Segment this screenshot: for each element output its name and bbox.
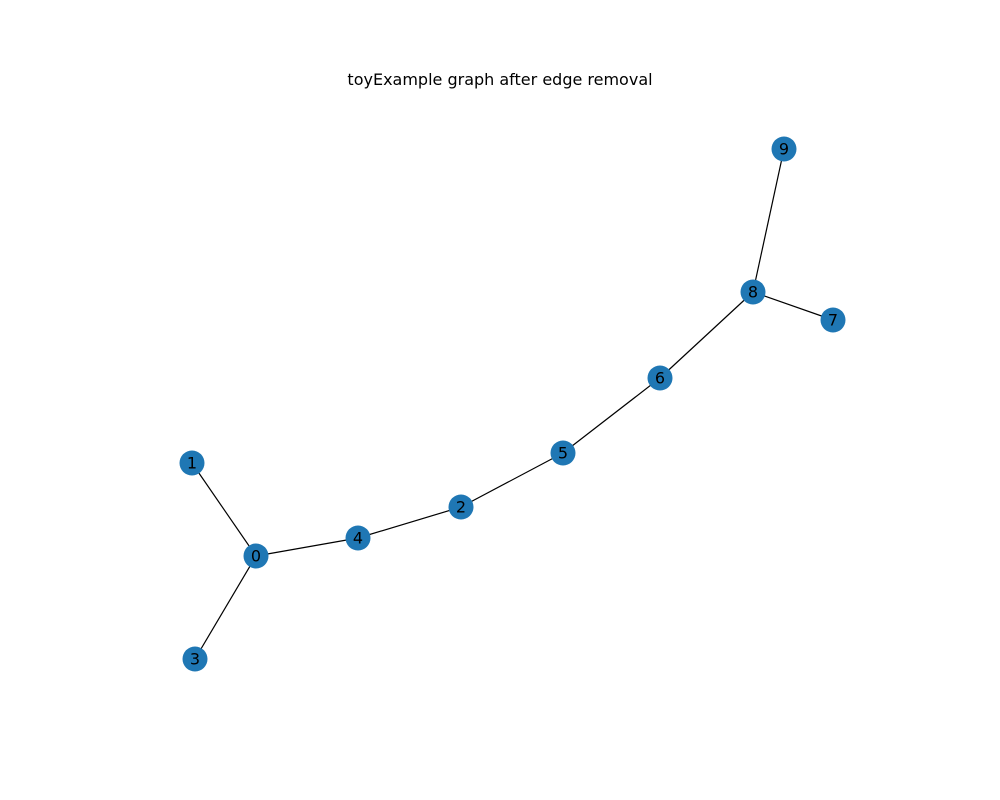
edge-5-6 bbox=[562, 377, 661, 454]
edge-layer bbox=[191, 148, 834, 660]
node-layer: 0 1 2 3 4 5 6 7 8 9 bbox=[179, 136, 846, 672]
node-label: 9 bbox=[779, 140, 789, 159]
node-9: 9 bbox=[771, 136, 797, 162]
edge-0-1 bbox=[191, 462, 257, 557]
node-label: 2 bbox=[456, 498, 466, 517]
node-4: 4 bbox=[345, 525, 371, 551]
node-circle bbox=[550, 440, 576, 466]
node-3: 3 bbox=[182, 646, 208, 672]
node-label: 0 bbox=[251, 547, 261, 566]
node-5: 5 bbox=[550, 440, 576, 466]
node-2: 2 bbox=[448, 494, 474, 520]
diagram-title: toyExample graph after edge removal bbox=[347, 70, 653, 89]
node-circle bbox=[740, 279, 766, 305]
node-6: 6 bbox=[647, 365, 673, 391]
edge-6-8 bbox=[659, 291, 754, 379]
node-label: 5 bbox=[558, 444, 568, 463]
node-circle bbox=[647, 365, 673, 391]
node-7: 7 bbox=[820, 307, 846, 333]
edge-0-3 bbox=[194, 555, 257, 660]
node-circle bbox=[243, 543, 269, 569]
node-circle bbox=[448, 494, 474, 520]
edge-8-9 bbox=[752, 148, 785, 293]
node-0: 0 bbox=[243, 543, 269, 569]
node-label: 4 bbox=[353, 529, 363, 548]
node-label: 8 bbox=[748, 283, 758, 302]
node-label: 3 bbox=[190, 650, 200, 669]
node-1: 1 bbox=[179, 450, 205, 476]
node-circle bbox=[345, 525, 371, 551]
node-circle bbox=[179, 450, 205, 476]
edge-4-2 bbox=[357, 506, 462, 539]
node-8: 8 bbox=[740, 279, 766, 305]
node-circle bbox=[820, 307, 846, 333]
node-circle bbox=[771, 136, 797, 162]
edge-8-7 bbox=[752, 291, 834, 321]
node-label: 7 bbox=[828, 311, 838, 330]
node-label: 6 bbox=[655, 369, 665, 388]
node-label: 1 bbox=[187, 454, 197, 473]
edge-0-4 bbox=[255, 537, 359, 557]
edge-2-5 bbox=[460, 452, 564, 508]
node-circle bbox=[182, 646, 208, 672]
